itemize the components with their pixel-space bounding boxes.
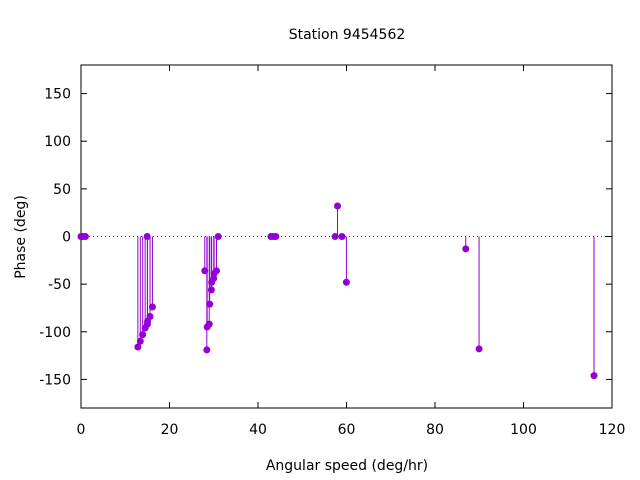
y-tick-label: 150: [44, 87, 71, 103]
y-tick-label: 0: [62, 230, 71, 246]
data-point: [203, 346, 211, 354]
data-point: [207, 286, 215, 294]
y-tick-label: -50: [48, 277, 71, 293]
y-tick-label: -100: [39, 325, 71, 341]
y-tick-label: 100: [44, 134, 71, 150]
y-axis-label: Phase (deg): [13, 195, 29, 279]
data-point: [338, 233, 346, 240]
data-point: [206, 300, 214, 308]
data-point: [205, 320, 213, 328]
data-point: [213, 267, 221, 275]
y-tick-label: 50: [53, 182, 71, 198]
data-point: [81, 233, 89, 240]
x-tick-label: 40: [249, 422, 267, 438]
data-point: [214, 233, 222, 240]
data-point: [134, 343, 142, 351]
x-tick-label: 80: [426, 422, 444, 438]
plot-area: 0 20 40 60 80 100 120 -150 -100 -50 0 50 100 150: [39, 64, 626, 438]
chart-title: Station 9454562: [289, 27, 406, 43]
data-point: [148, 303, 156, 311]
data-point: [475, 345, 483, 353]
data-point: [462, 245, 470, 253]
x-tick-label: 60: [338, 422, 356, 438]
data-point: [331, 233, 339, 240]
x-axis-label: Angular speed (deg/hr): [266, 458, 428, 474]
data-point: [334, 202, 342, 210]
x-tick-label: 20: [161, 422, 179, 438]
data-point: [136, 337, 144, 345]
data-point: [342, 278, 350, 286]
x-tick-label: 120: [599, 422, 626, 438]
data-point: [590, 372, 598, 380]
data-point: [146, 313, 154, 321]
data-point: [272, 233, 280, 240]
y-tick-label: -150: [39, 372, 71, 388]
x-tick-label: 100: [510, 422, 537, 438]
data-point: [139, 331, 147, 339]
x-tick-label: 0: [77, 422, 86, 438]
